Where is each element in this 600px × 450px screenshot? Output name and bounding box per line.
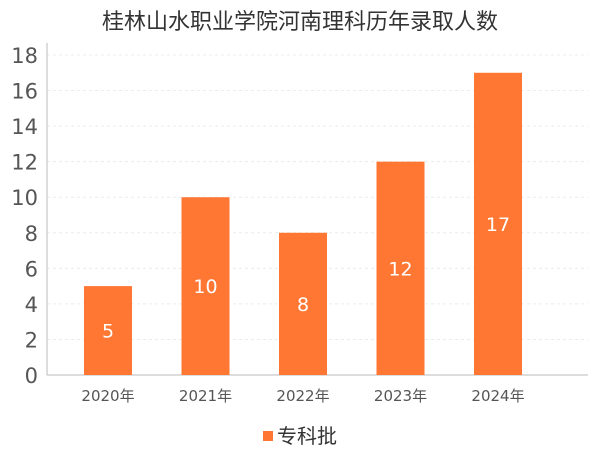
y-tick-label: 0 bbox=[25, 364, 38, 388]
bar bbox=[279, 232, 327, 375]
y-tick-label: 2 bbox=[25, 328, 38, 352]
bar bbox=[474, 72, 522, 376]
x-tick-label: 2023年 bbox=[374, 387, 427, 405]
chart-title: 桂林山水职业学院河南理科历年录取人数 bbox=[101, 10, 498, 35]
y-tick-label: 12 bbox=[11, 151, 38, 175]
bar bbox=[376, 161, 425, 375]
data-label: 8 bbox=[297, 294, 309, 316]
y-tick-label: 18 bbox=[11, 44, 38, 68]
legend: 专科批 bbox=[0, 420, 600, 449]
data-label: 5 bbox=[102, 321, 114, 343]
y-tick-label: 4 bbox=[25, 293, 38, 317]
legend-label: 专科批 bbox=[277, 424, 337, 448]
x-tick-label: 2024年 bbox=[471, 387, 524, 405]
y-tick-label: 8 bbox=[25, 222, 38, 246]
y-tick-label: 16 bbox=[11, 80, 38, 104]
bar bbox=[84, 286, 132, 375]
data-label: 10 bbox=[193, 276, 217, 298]
x-tick-label: 2020年 bbox=[81, 387, 134, 405]
x-tick-label: 2022年 bbox=[276, 387, 329, 405]
data-label: 17 bbox=[486, 214, 510, 236]
legend-swatch bbox=[263, 430, 273, 441]
y-tick-label: 10 bbox=[11, 186, 38, 210]
bar bbox=[181, 197, 230, 375]
data-label: 12 bbox=[388, 258, 412, 280]
y-tick-label: 6 bbox=[25, 257, 38, 281]
x-tick-label: 2021年 bbox=[179, 387, 232, 405]
y-tick-label: 14 bbox=[11, 115, 38, 139]
